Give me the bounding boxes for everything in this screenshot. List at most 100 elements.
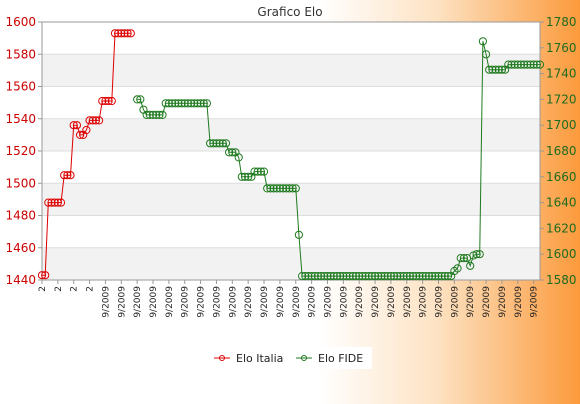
data-point (279, 184, 288, 193)
data-point (326, 272, 335, 281)
data-point (177, 99, 186, 108)
axes: 1440 1460 1480 1500 1520 1540 1560 1580 1600 1580… (5, 15, 576, 318)
right-tick-label: 1700 (546, 118, 577, 132)
data-point (342, 272, 351, 281)
data-point (320, 272, 329, 281)
series-elo-italia (37, 29, 135, 280)
data-point (323, 272, 332, 281)
data-point (120, 29, 129, 38)
data-point (199, 99, 208, 108)
data-point (63, 171, 72, 180)
data-point (345, 272, 354, 281)
x-tick-label: 9/2009 (133, 286, 143, 318)
data-point (107, 96, 116, 106)
grid-band (42, 54, 540, 87)
data-point (202, 99, 211, 108)
data-point (44, 198, 53, 207)
data-point (510, 60, 519, 69)
data-point (339, 272, 348, 281)
data-point (440, 272, 449, 281)
x-tick-label: 9/2009 (149, 286, 159, 318)
data-point (494, 65, 503, 74)
data-point (374, 272, 383, 281)
data-point (472, 250, 481, 259)
data-point (520, 60, 529, 69)
x-tick-label: 9/2009 (419, 286, 429, 318)
right-tick-label: 1620 (546, 221, 577, 235)
data-point (409, 272, 418, 281)
x-tick-label: 9/2009 (498, 286, 508, 318)
data-point (269, 184, 278, 193)
right-tick-label: 1740 (546, 67, 577, 81)
data-point (76, 130, 85, 139)
data-point (456, 254, 465, 263)
data-point (101, 96, 110, 106)
data-point (405, 272, 414, 281)
x-tick-label: 9/2009 (117, 286, 127, 318)
data-point (212, 139, 221, 148)
left-tick-label: 1460 (5, 241, 36, 255)
data-point (60, 171, 69, 180)
data-point (50, 198, 59, 207)
data-point (82, 125, 91, 135)
data-point (535, 60, 545, 69)
data-point (485, 65, 494, 74)
data-point (133, 95, 142, 104)
x-tick-label: 9/2009 (260, 286, 270, 318)
data-point (250, 167, 259, 176)
data-point (380, 272, 389, 281)
left-tick-label: 1540 (5, 112, 36, 126)
data-point (114, 29, 123, 38)
data-point (275, 184, 284, 193)
data-point (317, 272, 326, 281)
data-point (263, 184, 272, 193)
data-point (355, 272, 364, 281)
data-point (142, 110, 151, 120)
data-point (459, 254, 468, 263)
data-point (72, 121, 82, 130)
data-point (390, 272, 399, 281)
data-point (393, 272, 402, 281)
data-point (475, 250, 484, 259)
data-point (183, 99, 192, 108)
x-tick-label: 9/2009 (212, 286, 222, 318)
data-point (266, 184, 275, 193)
left-tick-label: 1440 (5, 273, 36, 287)
data-point (237, 172, 246, 181)
data-point (453, 264, 462, 273)
left-tick-label: 1480 (5, 209, 36, 223)
right-tick-label: 1660 (546, 170, 577, 184)
chart-title: Grafico Elo (257, 5, 322, 19)
x-tick-label: 9/2009 (434, 286, 444, 318)
data-point (377, 272, 386, 281)
data-point (209, 139, 218, 148)
data-point (244, 172, 253, 181)
data-point (431, 272, 440, 281)
legend-marker (219, 355, 225, 361)
data-point (145, 110, 154, 120)
data-point (218, 139, 227, 148)
legend-label-elo-italia: Elo Italia (236, 352, 283, 365)
data-point (348, 272, 357, 281)
data-point (148, 110, 158, 120)
data-point (47, 198, 56, 207)
data-point (259, 167, 269, 176)
data-point (507, 60, 516, 69)
data-point (358, 272, 367, 281)
data-point (66, 171, 75, 180)
data-point (256, 167, 265, 176)
x-tick-label: 9/2009 (276, 286, 286, 318)
data-point (367, 272, 376, 281)
series-elo-fide (133, 37, 545, 281)
right-tick-label: 1780 (546, 15, 577, 29)
legend: Elo Italia Elo FIDE (206, 347, 372, 369)
x-tick-label: 9/2009 (181, 286, 191, 318)
data-point (336, 272, 345, 281)
data-point (332, 272, 342, 281)
data-point (428, 272, 437, 281)
x-tick-label: 9/2009 (292, 286, 302, 318)
data-point (180, 99, 189, 108)
data-point (240, 172, 250, 181)
